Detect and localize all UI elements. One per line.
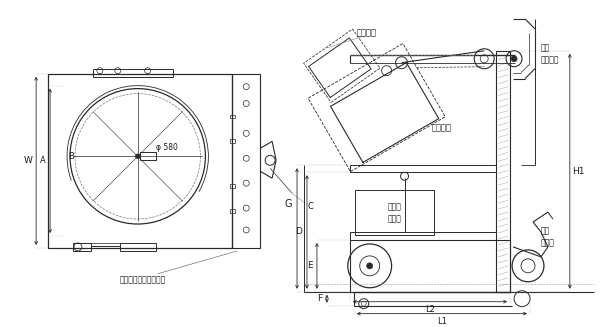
Text: L2: L2 <box>425 305 435 314</box>
Bar <box>73 243 91 251</box>
Text: W: W <box>24 156 32 165</box>
Text: F: F <box>317 294 322 303</box>
Bar <box>140 152 155 160</box>
Text: φ 580: φ 580 <box>155 143 178 152</box>
Text: ドラム缶回転ハンドル: ドラム缶回転ハンドル <box>119 275 166 284</box>
Bar <box>350 165 496 172</box>
Text: B: B <box>68 152 74 161</box>
Bar <box>355 190 434 235</box>
Bar <box>230 114 235 118</box>
Text: C: C <box>307 202 313 211</box>
Text: 上昇
ペダル: 上昇 ペダル <box>541 227 555 247</box>
Text: G: G <box>284 198 292 209</box>
Bar <box>230 139 235 143</box>
Text: L1: L1 <box>437 317 447 326</box>
Text: D: D <box>296 228 302 236</box>
Bar <box>350 232 496 240</box>
Bar <box>48 74 232 248</box>
Text: 反転用
減速機: 反転用 減速機 <box>388 202 401 223</box>
Text: E: E <box>307 261 313 270</box>
Bar <box>230 209 235 213</box>
Bar <box>496 51 510 292</box>
Bar <box>232 74 260 248</box>
Circle shape <box>135 154 140 159</box>
Text: A: A <box>40 156 46 165</box>
Text: スキップ: スキップ <box>431 123 451 132</box>
Text: 下降
ハンドル: 下降 ハンドル <box>541 43 559 64</box>
Bar <box>93 69 173 77</box>
Bar <box>350 240 510 292</box>
Bar <box>120 243 155 251</box>
Text: H1: H1 <box>572 167 585 176</box>
Text: チャック: チャック <box>357 28 377 37</box>
Circle shape <box>367 263 373 269</box>
Circle shape <box>511 56 517 62</box>
Bar <box>230 184 235 188</box>
